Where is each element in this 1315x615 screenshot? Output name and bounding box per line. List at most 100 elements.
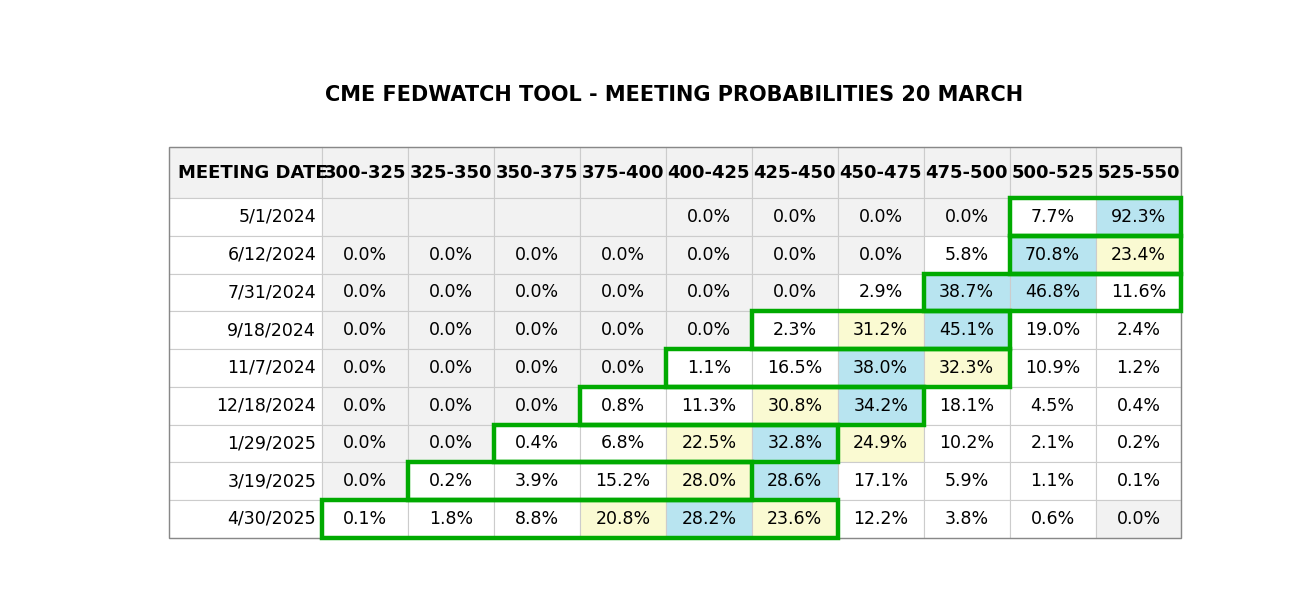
- Bar: [170, 387, 322, 424]
- Bar: [580, 500, 665, 538]
- Bar: [322, 500, 408, 538]
- Text: 0.0%: 0.0%: [601, 245, 646, 264]
- Text: 0.2%: 0.2%: [1116, 434, 1161, 453]
- Text: 375-400: 375-400: [581, 164, 664, 181]
- Text: 32.3%: 32.3%: [939, 359, 994, 377]
- Bar: [923, 349, 1010, 387]
- Bar: [665, 274, 752, 311]
- Text: 0.0%: 0.0%: [343, 434, 387, 453]
- Bar: [1010, 147, 1095, 198]
- Bar: [322, 500, 838, 538]
- Bar: [665, 236, 752, 274]
- Bar: [752, 147, 838, 198]
- Bar: [170, 198, 322, 236]
- Text: 0.0%: 0.0%: [429, 321, 473, 339]
- Bar: [580, 274, 665, 311]
- Bar: [580, 424, 665, 462]
- Bar: [408, 147, 494, 198]
- Text: 0.0%: 0.0%: [515, 397, 559, 415]
- Text: 12.2%: 12.2%: [853, 510, 909, 528]
- Bar: [494, 147, 580, 198]
- Bar: [752, 274, 838, 311]
- Bar: [494, 349, 580, 387]
- Bar: [1095, 424, 1181, 462]
- Bar: [322, 147, 408, 198]
- Text: 7.7%: 7.7%: [1031, 208, 1074, 226]
- Bar: [1010, 462, 1095, 500]
- Bar: [1010, 236, 1181, 274]
- Text: 92.3%: 92.3%: [1111, 208, 1166, 226]
- Bar: [408, 500, 494, 538]
- Bar: [752, 462, 838, 500]
- Text: 0.4%: 0.4%: [515, 434, 559, 453]
- Bar: [170, 147, 322, 198]
- Bar: [170, 274, 322, 311]
- Text: 1.1%: 1.1%: [686, 359, 731, 377]
- Text: 0.6%: 0.6%: [1031, 510, 1074, 528]
- Text: 34.2%: 34.2%: [853, 397, 909, 415]
- Bar: [170, 462, 322, 500]
- Text: 0.0%: 0.0%: [515, 321, 559, 339]
- Bar: [322, 274, 408, 311]
- Bar: [665, 349, 752, 387]
- Bar: [408, 387, 494, 424]
- Text: 0.0%: 0.0%: [343, 284, 387, 301]
- Text: 0.0%: 0.0%: [429, 397, 473, 415]
- Text: 0.0%: 0.0%: [515, 359, 559, 377]
- Text: 15.2%: 15.2%: [596, 472, 651, 490]
- Text: 0.0%: 0.0%: [686, 245, 731, 264]
- Bar: [923, 236, 1010, 274]
- Bar: [322, 198, 408, 236]
- Bar: [1095, 198, 1181, 236]
- Text: 0.0%: 0.0%: [515, 245, 559, 264]
- Bar: [665, 500, 752, 538]
- Bar: [322, 236, 408, 274]
- Bar: [494, 198, 580, 236]
- Bar: [408, 274, 494, 311]
- Bar: [752, 311, 1010, 349]
- Bar: [1010, 349, 1095, 387]
- Bar: [494, 424, 838, 462]
- Text: 23.4%: 23.4%: [1111, 245, 1166, 264]
- Bar: [665, 349, 1010, 387]
- Text: 450-475: 450-475: [839, 164, 922, 181]
- Bar: [752, 311, 838, 349]
- Text: 11.6%: 11.6%: [1111, 284, 1166, 301]
- Text: 18.1%: 18.1%: [939, 397, 994, 415]
- Text: 45.1%: 45.1%: [939, 321, 994, 339]
- Text: 500-525: 500-525: [1011, 164, 1094, 181]
- Bar: [580, 349, 665, 387]
- Bar: [408, 236, 494, 274]
- Text: 4.5%: 4.5%: [1031, 397, 1074, 415]
- Text: 5.8%: 5.8%: [944, 245, 989, 264]
- Bar: [1010, 311, 1095, 349]
- Text: 0.0%: 0.0%: [601, 284, 646, 301]
- Bar: [322, 462, 408, 500]
- Bar: [923, 311, 1010, 349]
- Bar: [408, 311, 494, 349]
- Text: 1/29/2025: 1/29/2025: [227, 434, 316, 453]
- Bar: [170, 349, 322, 387]
- Bar: [170, 236, 322, 274]
- Bar: [838, 198, 923, 236]
- Bar: [1010, 198, 1095, 236]
- Text: 24.9%: 24.9%: [853, 434, 909, 453]
- Text: 300-325: 300-325: [323, 164, 406, 181]
- Bar: [1010, 387, 1095, 424]
- Text: 1.1%: 1.1%: [1031, 472, 1074, 490]
- Text: 0.0%: 0.0%: [686, 208, 731, 226]
- Bar: [838, 274, 923, 311]
- Text: 2.9%: 2.9%: [859, 284, 903, 301]
- Text: 0.2%: 0.2%: [429, 472, 473, 490]
- Text: 70.8%: 70.8%: [1024, 245, 1080, 264]
- Bar: [1095, 274, 1181, 311]
- Bar: [1010, 274, 1095, 311]
- Text: 28.6%: 28.6%: [767, 472, 822, 490]
- Bar: [838, 147, 923, 198]
- Bar: [408, 349, 494, 387]
- Text: CME FEDWATCH TOOL - MEETING PROBABILITIES 20 MARCH: CME FEDWATCH TOOL - MEETING PROBABILITIE…: [325, 85, 1023, 105]
- Text: 0.0%: 0.0%: [429, 284, 473, 301]
- Bar: [752, 198, 838, 236]
- Bar: [1095, 236, 1181, 274]
- Text: 0.0%: 0.0%: [944, 208, 989, 226]
